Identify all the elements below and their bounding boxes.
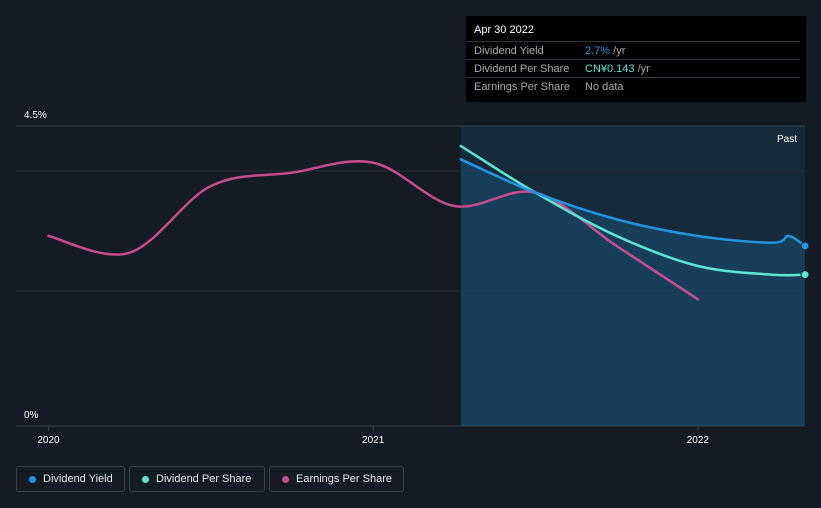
legend-dot [142,475,149,483]
series-line-dividend-per-share [459,144,807,277]
tooltip-value: CN¥0.143 /yr [585,63,650,75]
tooltip-value: No data [585,81,624,93]
series-line-earnings-per-share [47,159,700,301]
legend-label: Dividend Per Share [156,473,252,485]
dividend-yield-area [460,159,805,427]
y-axis-bottom-label: 0% [24,410,39,421]
series-line-dividend-yield [459,158,807,248]
legend-label: Dividend Yield [43,473,113,485]
tooltip-value-number: CN¥0.143 [585,63,635,75]
past-label: Past [777,134,797,145]
tooltip-label: Earnings Per Share [474,81,570,93]
tooltip-row-dividend-yield: Dividend Yield 2.7% /yr [466,41,800,60]
legend-item-dividend-per-share[interactable]: Dividend Per Share [129,466,265,492]
y-axis-top-label: 4.5% [24,110,47,121]
tooltip-value: 2.7% /yr [585,45,625,57]
tooltip-value-unit: /yr [634,63,650,75]
tooltip-row-earnings-per-share: Earnings Per Share No data [466,77,800,96]
legend-dot [29,475,36,483]
legend-dot [282,475,289,483]
legend-item-dividend-yield[interactable]: Dividend Yield [16,466,125,492]
legend-label: Earnings Per Share [296,473,392,485]
tooltip-label: Dividend Per Share [474,63,570,75]
series-end-marker-dividend-yield [800,241,810,251]
past-region [460,126,805,426]
tooltip-value-number: No data [585,81,624,93]
x-tick-label: 2021 [362,435,385,446]
tooltip-date: Apr 30 2022 [474,24,534,36]
tooltip-row-dividend-per-share: Dividend Per Share CN¥0.143 /yr [466,59,800,78]
tooltip-value-unit: /yr [610,45,626,57]
legend-item-earnings-per-share[interactable]: Earnings Per Share [269,466,404,492]
x-tick-label: 2020 [37,435,60,446]
series-end-marker-dividend-per-share [800,270,810,280]
tooltip-label: Dividend Yield [474,45,544,57]
tooltip-value-number: 2.7% [585,45,611,57]
tooltip: Apr 30 2022 Dividend Yield 2.7% /yr Divi… [466,16,806,102]
x-tick-label: 2022 [687,435,710,446]
